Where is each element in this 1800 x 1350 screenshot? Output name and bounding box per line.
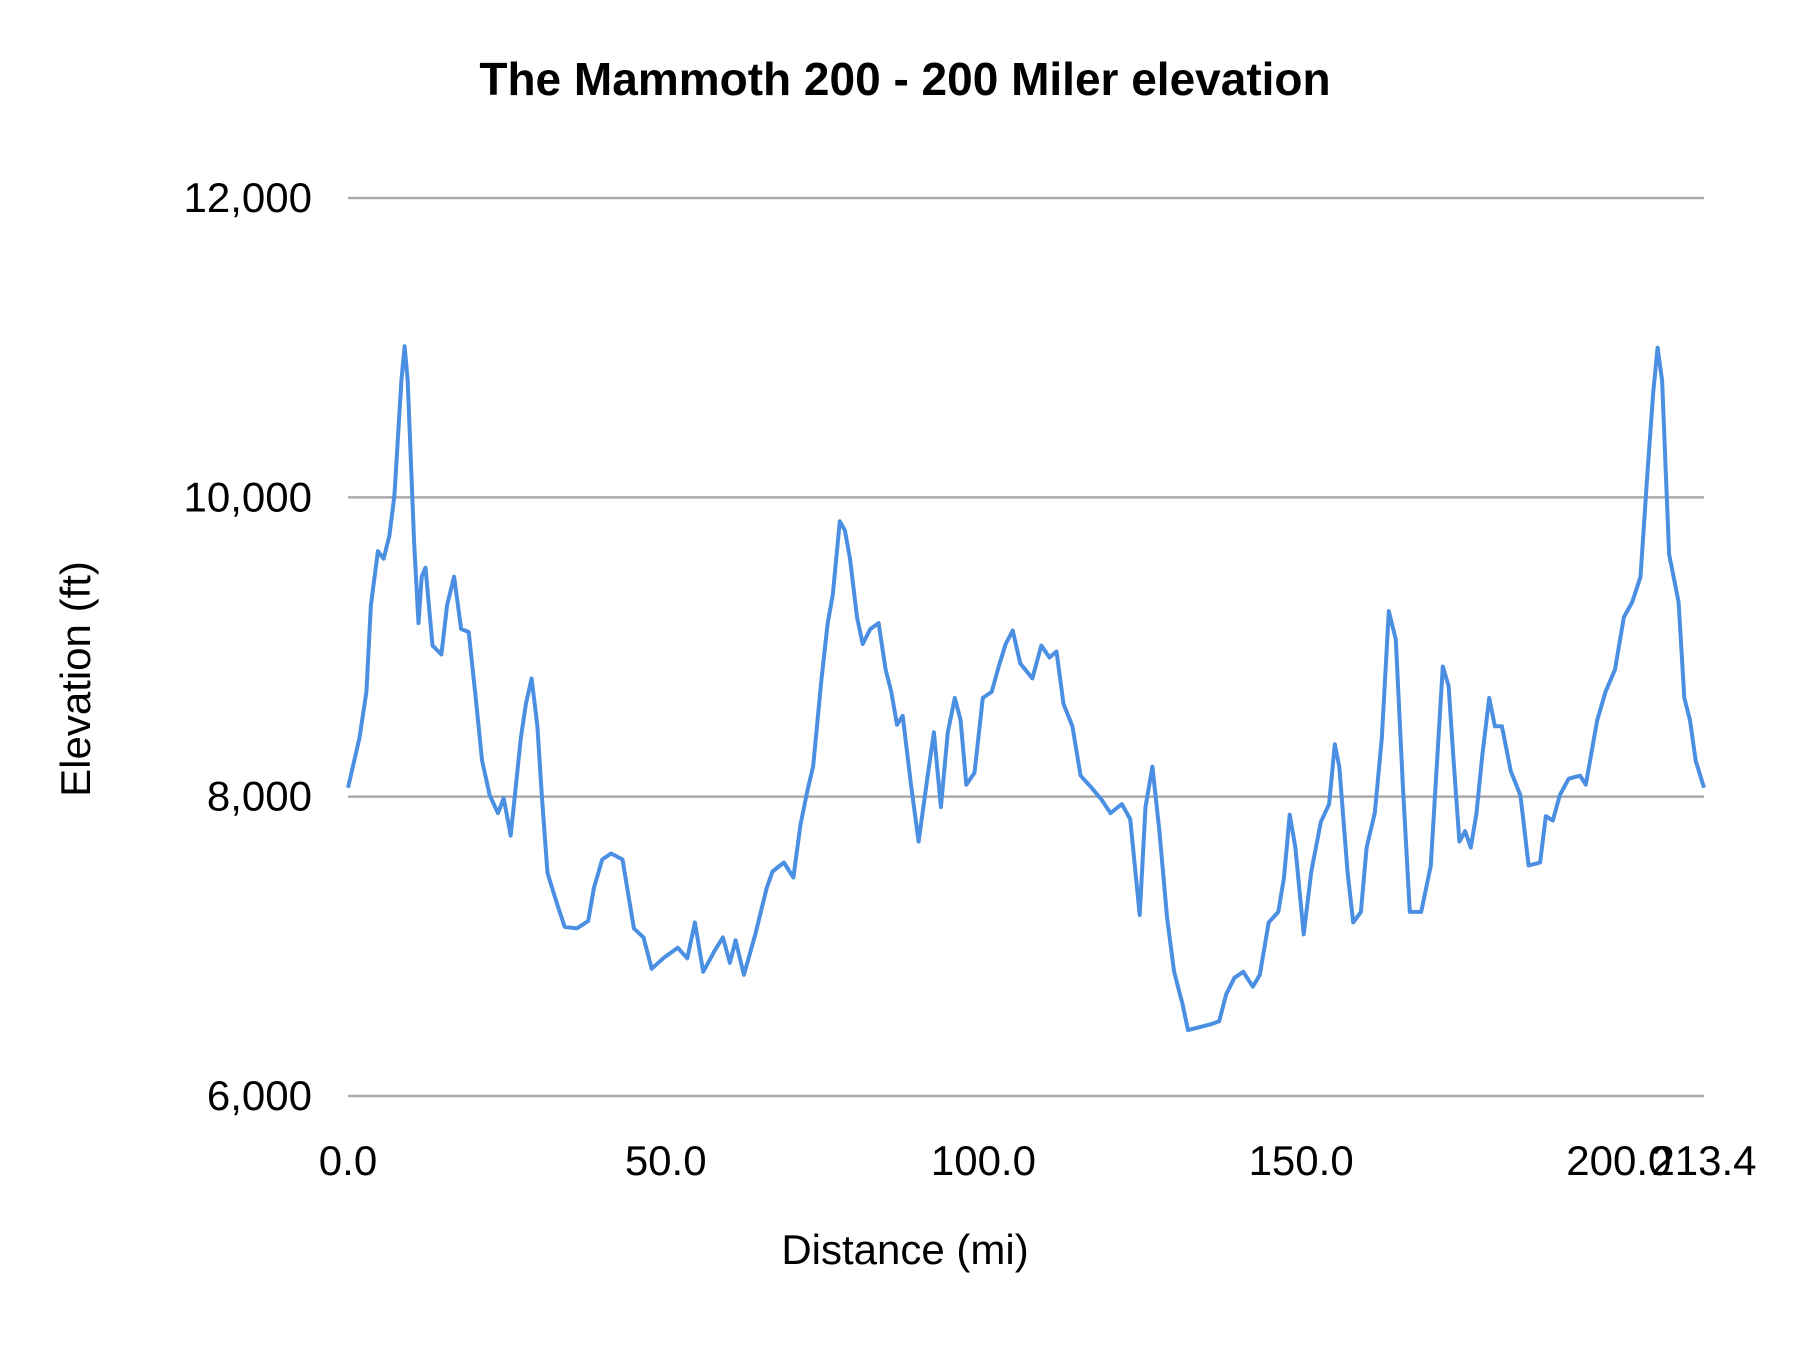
x-tick-label: 0.0 — [319, 1137, 377, 1184]
chart-title: The Mammoth 200 - 200 Miler elevation — [479, 53, 1330, 105]
x-axis-title: Distance (mi) — [781, 1226, 1028, 1273]
y-tick-labels: 12,000 10,000 8,000 6,000 — [184, 174, 312, 1119]
elevation-line — [346, 344, 1706, 1033]
y-tick-label: 10,000 — [184, 473, 312, 520]
y-tick-label: 6,000 — [207, 1072, 312, 1119]
y-axis-title: Elevation (ft) — [52, 561, 99, 797]
x-tick-label: 50.0 — [625, 1137, 707, 1184]
x-tick-label: 150.0 — [1249, 1137, 1354, 1184]
x-tick-label: 213.4 — [1651, 1137, 1756, 1184]
x-tick-label: 100.0 — [931, 1137, 1036, 1184]
x-tick-label: 200.0 — [1566, 1137, 1671, 1184]
y-tick-label: 8,000 — [207, 773, 312, 820]
y-tick-label: 12,000 — [184, 174, 312, 221]
gridlines — [348, 196, 1704, 1098]
